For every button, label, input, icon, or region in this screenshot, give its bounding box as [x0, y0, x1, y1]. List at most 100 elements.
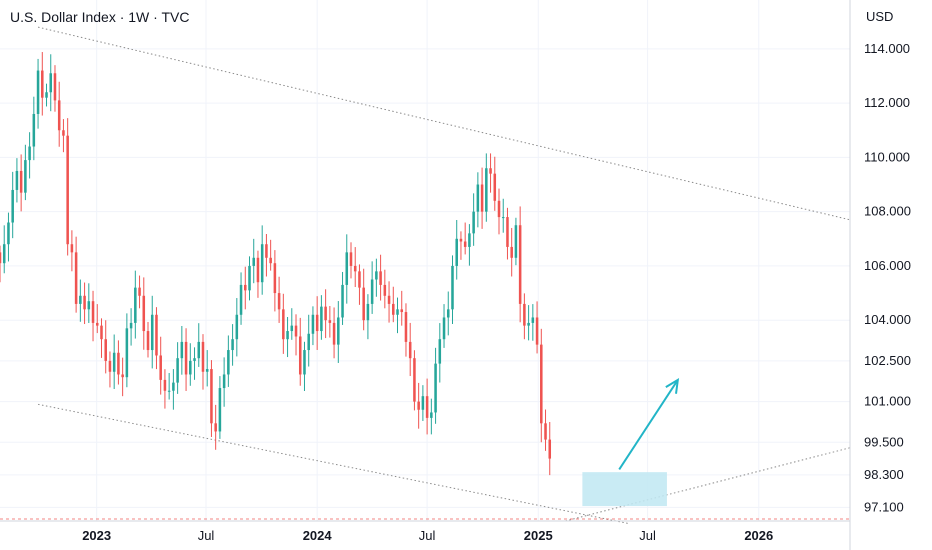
candle-body [36, 70, 40, 114]
y-tick-label: 108.000 [864, 204, 911, 219]
candle-body [248, 265, 251, 291]
candle-body [400, 309, 404, 313]
candle-body [197, 341, 201, 359]
candle-body [282, 309, 285, 340]
price-axis: 114.000 112.000 110.000 108.000 106.000 104.0… [864, 41, 911, 515]
candle-body [95, 322, 99, 326]
candle-body [180, 341, 184, 359]
candle-body [265, 244, 268, 258]
candle-body [294, 325, 298, 337]
x-tick-label: 2025 [524, 528, 553, 543]
y-tick-label: 110.000 [864, 149, 910, 164]
candle-body [514, 225, 518, 258]
candle-body [489, 168, 492, 174]
x-tick-label: 2026 [744, 528, 773, 543]
candle-body [167, 390, 171, 392]
candle-body [430, 412, 433, 418]
x-tick-label: 2023 [82, 528, 111, 543]
candle-body [387, 295, 391, 304]
x-tick-label: 2024 [303, 528, 333, 543]
candle-body [87, 301, 91, 310]
currency-label[interactable]: USD [866, 9, 894, 24]
chart-title: U.S. Dollar Index · 1W · TVC [10, 9, 190, 25]
candle-body [324, 306, 327, 321]
candle-body [375, 271, 378, 280]
candle-body [408, 341, 412, 359]
candle-body [205, 369, 209, 372]
candle-body [392, 303, 395, 315]
candle-body [134, 287, 137, 323]
candle-body [121, 374, 124, 378]
trendline-upper [37, 26, 851, 221]
candle-body [222, 374, 226, 389]
candle-body [260, 244, 264, 283]
candle-body [298, 336, 302, 375]
candle-body [332, 322, 336, 345]
candle-body [32, 113, 36, 147]
candle-body [91, 301, 95, 323]
candle-body [214, 423, 217, 432]
time-axis: 2023 Jul 2024 Jul 2025 Jul 2026 [82, 528, 773, 543]
candle-body [142, 295, 146, 332]
candle-body [277, 293, 281, 310]
candle-body [493, 173, 497, 201]
candle-body [476, 184, 480, 212]
candle-body [62, 130, 65, 136]
y-tick-label: 101.000 [864, 394, 911, 409]
target-zone [582, 472, 667, 507]
candle-body [256, 257, 260, 283]
candle-body [112, 352, 116, 372]
candle-body [531, 317, 535, 323]
candle-body [425, 396, 429, 418]
candle-body [11, 189, 14, 223]
candle-body [527, 322, 530, 326]
y-tick-label: 104.000 [864, 312, 911, 327]
candle-body [540, 344, 543, 424]
candle-body [320, 306, 323, 332]
candle-body [472, 211, 475, 234]
candle-body [349, 252, 353, 266]
candle-body [117, 352, 120, 375]
candle-body [468, 233, 471, 247]
trendlines [37, 26, 851, 525]
candle-body [379, 271, 382, 285]
candle-body [417, 401, 420, 410]
candle-body [125, 328, 129, 378]
candle-body [2, 244, 6, 264]
candle-body [108, 360, 112, 372]
grid [0, 0, 850, 521]
candle-body [28, 146, 31, 161]
candle-body [41, 70, 44, 98]
candle-body [57, 100, 61, 131]
candle-body [193, 358, 196, 361]
candle-body [442, 317, 446, 340]
candle-body [307, 333, 310, 351]
trendline-lower [37, 403, 630, 525]
candle-body [45, 92, 48, 98]
candle-body [485, 168, 488, 212]
candle-body [49, 73, 53, 93]
candle-body [176, 358, 179, 383]
candle-body [150, 314, 154, 351]
projection-arrow-head [665, 377, 680, 394]
candle-body [315, 314, 319, 332]
candle-body [100, 325, 103, 340]
candle-body [189, 360, 192, 375]
candle-body [548, 439, 552, 459]
candle-body [231, 339, 234, 351]
candle-body [451, 265, 454, 310]
candle-body [497, 200, 501, 218]
candle-body [396, 309, 399, 315]
candles [0, 52, 552, 476]
candle-body [19, 170, 23, 193]
trendline-rising [565, 447, 851, 522]
projection-arrow [618, 377, 680, 470]
x-tick-label: Jul [419, 528, 436, 543]
candle-body [290, 325, 294, 332]
candle-body [303, 350, 306, 375]
candle-body [455, 238, 458, 266]
candle-body [129, 322, 133, 329]
candle-body [501, 217, 505, 219]
candle-body [421, 396, 425, 410]
